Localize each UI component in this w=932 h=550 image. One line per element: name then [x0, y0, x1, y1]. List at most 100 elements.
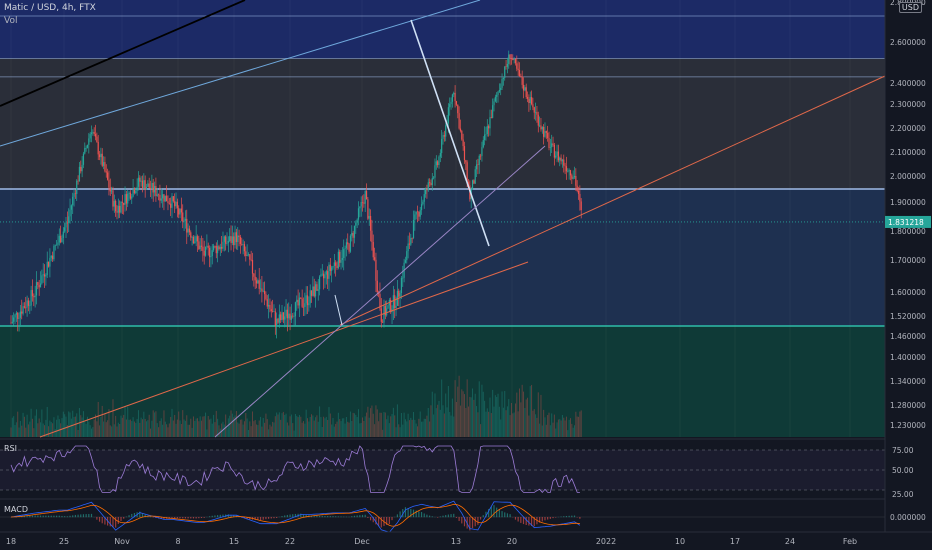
candle-body: [17, 312, 19, 319]
volume-bar: [359, 423, 361, 437]
candle-body: [135, 191, 137, 193]
candle-body: [115, 200, 117, 212]
macd-histogram-bar: [214, 515, 216, 518]
time-tick-label: 2022: [596, 537, 616, 546]
candle-body: [30, 290, 32, 306]
volume-bar: [33, 428, 35, 437]
volume-bar: [202, 416, 204, 437]
candle-body: [541, 127, 543, 130]
candle-body: [227, 241, 229, 243]
candle-body: [442, 135, 444, 139]
candle-body: [284, 316, 286, 320]
symbol-title[interactable]: Matic / USD, 4h, FTX: [4, 3, 96, 13]
macd-histogram-bar: [329, 516, 331, 518]
volume-bar: [348, 422, 350, 437]
volume-label[interactable]: Vol: [4, 16, 18, 26]
volume-bar: [217, 418, 219, 437]
volume-bar: [70, 418, 72, 437]
currency-button[interactable]: USD: [898, 2, 922, 13]
candle-body: [290, 315, 293, 320]
candle-body: [418, 211, 420, 217]
volume-bar: [347, 421, 349, 437]
price-tick-label: 2.600000: [890, 38, 926, 47]
volume-bar: [56, 419, 58, 437]
macd-histogram-bar: [517, 517, 519, 522]
volume-bar: [455, 401, 457, 437]
candle-body: [231, 236, 233, 243]
volume-bar: [476, 406, 478, 437]
macd-histogram-bar: [174, 517, 176, 519]
candle-body: [194, 241, 196, 244]
time-tick-label: 25: [59, 537, 69, 546]
candle-body: [249, 254, 251, 260]
candle-body: [492, 105, 494, 118]
candle-body: [123, 202, 125, 205]
candle-body: [266, 299, 268, 307]
macd-histogram-bar: [563, 516, 565, 518]
macd-histogram-bar: [294, 513, 297, 518]
macd-histogram-bar: [361, 514, 364, 518]
volume-bar: [572, 427, 574, 437]
volume-bar: [223, 424, 225, 437]
volume-bar: [575, 411, 577, 437]
candle-body: [580, 201, 582, 211]
volume-bar: [355, 414, 357, 437]
candle-body: [415, 211, 417, 215]
candle-body: [27, 300, 30, 306]
candle-body: [423, 194, 425, 202]
macd-histogram-bar: [445, 515, 447, 518]
volume-bar: [123, 414, 125, 437]
candle-body: [84, 147, 86, 154]
price-tick-label: 1.600000: [890, 288, 926, 297]
volume-bar: [568, 419, 570, 437]
volume-bar: [422, 421, 424, 437]
candle-body: [147, 183, 149, 187]
candle-body: [116, 211, 118, 213]
volume-bar: [81, 417, 83, 437]
candle-body: [222, 241, 224, 249]
time-axis[interactable]: 18 25 Nov 8 15 22 Dec 13 20 2022 10 17 24 Feb: [0, 531, 932, 550]
volume-bar: [492, 389, 494, 437]
volume-bar: [375, 405, 377, 437]
volume-bar: [109, 425, 111, 437]
candle-body: [85, 147, 87, 149]
macd-histogram-bar: [474, 517, 476, 527]
candle-body: [300, 297, 302, 299]
candle-body: [65, 222, 67, 228]
rsi-label[interactable]: RSI: [4, 444, 17, 453]
candle-body: [484, 134, 486, 141]
candle-body: [438, 156, 440, 165]
macd-histogram-bar: [386, 517, 388, 525]
macd-histogram-bar: [533, 517, 535, 527]
volume-bar: [171, 408, 173, 437]
macd-histogram-bar: [286, 514, 288, 518]
candle-body: [486, 126, 488, 135]
volume-bar: [403, 412, 405, 437]
candle-body: [485, 134, 487, 135]
macd-label[interactable]: MACD: [4, 505, 28, 514]
candle-body: [431, 178, 433, 185]
candle-body: [387, 305, 389, 309]
macd-histogram-bar: [571, 515, 573, 518]
volume-bar: [95, 414, 97, 437]
candle-body: [18, 317, 20, 319]
volume-bar: [433, 414, 435, 437]
volume-bar: [316, 415, 318, 437]
volume-bar: [551, 413, 553, 437]
candle-body: [304, 303, 306, 307]
rsi-tick-label: 25.00: [892, 490, 914, 499]
macd-histogram-bar: [522, 517, 525, 525]
volume-bar: [533, 409, 535, 437]
volume-bar: [15, 422, 17, 437]
candle-body: [544, 131, 546, 137]
candle-body: [251, 260, 254, 274]
candle-body: [37, 282, 39, 285]
macd-histogram-bar: [190, 517, 192, 519]
price-tick-label: 1.700000: [890, 256, 926, 265]
macd-histogram-bar: [407, 508, 409, 518]
price-axis[interactable]: 2.8000002.6000002.4000002.3000002.200000…: [884, 0, 932, 550]
candle-body: [498, 89, 500, 92]
candle-body: [505, 66, 507, 68]
candle-body: [281, 312, 283, 321]
